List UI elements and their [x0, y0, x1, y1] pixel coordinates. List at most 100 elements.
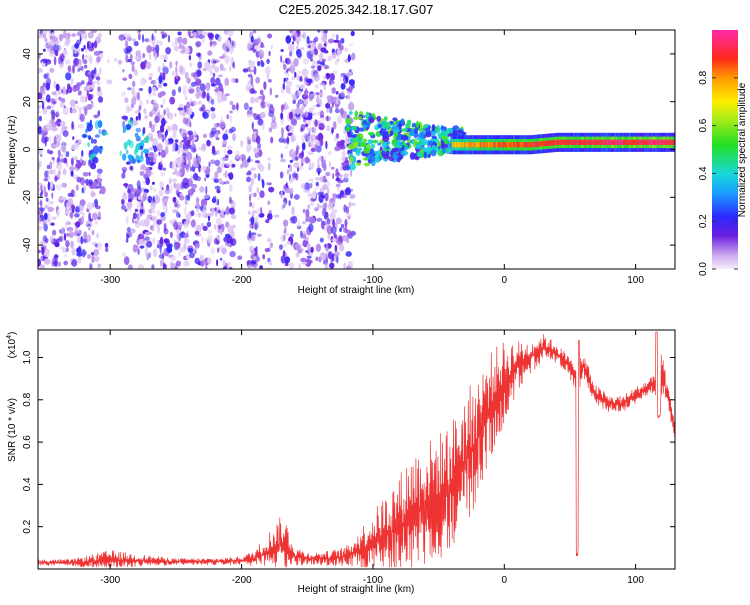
- spectrogram-noise-cell: [282, 244, 288, 248]
- snr-y-axis-label: SNR (10 * v/v): [7, 398, 18, 462]
- spectrogram-noise-cell: [81, 160, 87, 167]
- spectrogram-noise-cell: [183, 148, 189, 154]
- spectrogram-band-cell: [456, 142, 459, 148]
- spectrogram-noise-cell: [47, 40, 54, 46]
- spectrogram-noise-cell: [291, 41, 295, 45]
- spectrogram-noise-cell: [164, 188, 171, 195]
- spectrogram-noise-cell: [54, 241, 60, 248]
- spectrogram-noise-cell: [303, 92, 307, 97]
- spectrogram-noise-cell: [268, 127, 273, 133]
- spectrogram-noise-cell: [65, 36, 71, 44]
- spectrogram-noise-cell: [77, 123, 84, 129]
- spectrogram-noise-cell: [152, 86, 157, 92]
- spectrogram-noise-cell: [44, 253, 51, 258]
- spectrogram-noise-cell: [96, 233, 99, 239]
- spectrogram-noise-cell: [317, 158, 320, 167]
- spectrogram-noise-cell: [309, 57, 313, 62]
- spectrogram-noise-cell: [182, 182, 190, 189]
- spectrogram-noise-cell: [268, 110, 275, 118]
- spectrogram-noise-cell: [265, 219, 270, 224]
- spectrogram-noise-cell: [190, 210, 195, 217]
- spectrogram-noise-cell: [60, 153, 64, 158]
- spectrogram-noise-cell: [303, 133, 310, 140]
- spectrogram-noise-cell: [160, 171, 166, 177]
- spectrogram-noise-cell: [316, 64, 319, 67]
- spectrogram-signal-cell: [415, 120, 420, 129]
- spectrogram-band-cell: [606, 139, 608, 145]
- spectrogram-noise-cell: [131, 120, 139, 126]
- spectrogram-noise-cell: [306, 36, 310, 44]
- spectrogram-noise-cell: [85, 47, 88, 53]
- spectrogram-noise-cell: [50, 180, 54, 189]
- spectrogram-noise-cell: [180, 162, 185, 168]
- spectrogram-noise-cell: [250, 249, 256, 255]
- spectrogram-noise-cell: [267, 213, 273, 221]
- spectrogram-noise-cell: [66, 232, 70, 237]
- colorbar: 0.0 0.2 0.4 0.6 0.8 Normalized spectral ampl…: [698, 30, 748, 276]
- spectrogram-noise-cell: [174, 167, 178, 174]
- spectrogram-noise-cell: [173, 182, 177, 189]
- spectrogram-noise-cell: [184, 199, 188, 205]
- spectrogram-noise-cell: [319, 82, 326, 86]
- spectrogram-noise-cell: [261, 179, 265, 189]
- spectrogram-noise-cell: [70, 157, 74, 166]
- spectrogram-noise-cell: [156, 143, 163, 152]
- spectrogram-band-cell: [483, 142, 485, 148]
- spectrogram-noise-cell: [346, 236, 349, 244]
- spectrogram-noise-cell: [333, 209, 338, 213]
- spectrogram-noise-cell: [144, 38, 150, 43]
- spectrogram-noise-cell: [305, 258, 312, 267]
- spectrogram-noise-cell: [193, 131, 198, 137]
- spectrogram-noise-cell: [63, 260, 68, 266]
- spectrogram-band-cell: [596, 139, 599, 145]
- spectrogram-noise-cell: [38, 225, 44, 230]
- spectrogram-noise-cell: [266, 58, 270, 64]
- spectrogram-noise-cell: [67, 192, 73, 197]
- spectrogram-noise-cell: [146, 240, 153, 248]
- spectrogram-band-cell: [459, 142, 462, 148]
- spectrogram-noise-cell: [182, 37, 188, 45]
- spectrogram-noise-cell: [282, 138, 287, 144]
- spectrogram-noise-cell: [152, 92, 157, 97]
- spectrogram-noise-cell: [163, 228, 169, 235]
- spectrogram-noise-cell: [180, 181, 184, 190]
- spectrogram-noise-cell: [335, 133, 340, 139]
- spectrogram-noise-cell: [229, 250, 236, 258]
- spectrogram-noise-cell: [259, 52, 265, 59]
- spectrogram-noise-cell: [148, 72, 154, 77]
- spectrogram-noise-cell: [92, 80, 98, 85]
- spectrogram-noise-cell: [246, 136, 251, 141]
- spectrogram-noise-cell: [137, 195, 144, 201]
- spectrogram-noise-cell: [343, 177, 349, 183]
- spectrogram-band-cell: [530, 142, 533, 148]
- spectrogram-noise-cell: [76, 159, 80, 163]
- spectrogram-noise-cell: [158, 151, 161, 156]
- spectrogram-noise-cell: [185, 214, 191, 220]
- spectrogram-noise-cell: [297, 70, 304, 75]
- spectrogram-noise-cell: [134, 220, 141, 228]
- spectrogram-noise-cell: [250, 35, 254, 43]
- spectrogram-noise-cell: [253, 255, 257, 262]
- spectrogram-noise-cell: [59, 246, 65, 250]
- spectrogram-noise-cell: [286, 240, 291, 245]
- spectrogram-noise-cell: [321, 209, 326, 217]
- spectrogram-noise-cell: [264, 101, 271, 108]
- spectrogram-noise-cell: [288, 43, 295, 52]
- spectrogram-noise-cell: [183, 220, 189, 228]
- spectrogram-band-cell: [541, 141, 544, 147]
- colorbar-tick-label: 0.2: [698, 214, 709, 228]
- spectrogram-noise-cell: [199, 167, 203, 172]
- spectrogram-noise-cell: [159, 238, 164, 248]
- spectrogram-noise-cell: [248, 210, 251, 215]
- spectrogram-noise-cell: [335, 217, 342, 225]
- spectrogram-noise-cell: [129, 53, 133, 61]
- spectrogram-noise-cell: [58, 170, 61, 176]
- y-tick-label: 0.6: [22, 435, 33, 449]
- spectrogram-noise-cell: [38, 125, 42, 135]
- spectrogram-noise-cell: [311, 162, 315, 170]
- spectrogram-noise-cell: [290, 241, 293, 246]
- spectrogram-noise-cell: [90, 162, 97, 170]
- spectrogram-noise-cell: [340, 72, 347, 78]
- spectrogram-noise-cell: [160, 212, 165, 218]
- spectrogram-noise-cell: [299, 47, 305, 51]
